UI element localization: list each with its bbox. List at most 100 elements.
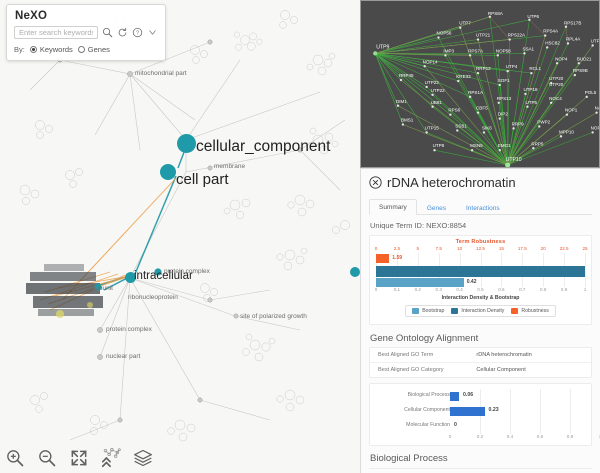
dag-label-protein-complex[interactable]: protein complex (106, 326, 152, 333)
tab-interactions[interactable]: Interactions (465, 205, 500, 212)
gene-node-label[interactable]: RPS22A (508, 33, 526, 38)
zoom-in-icon[interactable] (4, 447, 26, 469)
search-input[interactable] (14, 26, 98, 39)
gene-node-label[interactable]: UTP5 (525, 100, 537, 105)
dag-label-cellular-component[interactable]: cellular_component (196, 138, 331, 155)
tab-genes[interactable]: Genes (426, 205, 446, 212)
dag-toolbar[interactable] (4, 447, 154, 469)
gene-node-label[interactable]: UTP7 (459, 21, 471, 26)
gene-node-label[interactable]: PWP2 (537, 120, 550, 125)
gene-node-label[interactable]: UTP10 (506, 157, 522, 163)
gene-node-label[interactable]: NOC4 (549, 96, 562, 101)
gene-node-label[interactable]: UTP13 (591, 39, 599, 44)
gene-node-label[interactable]: UTP4 (506, 64, 518, 69)
gene-node-label[interactable]: UTP8 (433, 143, 445, 148)
collapse-icon[interactable] (100, 447, 122, 469)
gene-node-label[interactable]: NAN1 (595, 106, 599, 111)
refresh-icon[interactable] (116, 27, 128, 39)
gene-node-label[interactable]: RCL1 (529, 66, 541, 71)
gene-node-label[interactable]: DIP2 (498, 112, 509, 117)
gene-node-label[interactable]: UTP22 (425, 80, 440, 85)
gene-node-label[interactable]: RPS6 (448, 108, 460, 113)
gene-node-label[interactable]: RPS4A (543, 29, 559, 34)
dag-label-site-of-polarized-growth[interactable]: site of polarized growth (240, 313, 307, 320)
gene-node-label[interactable]: SSB1 (455, 123, 467, 128)
gene-node-label[interactable]: UTP22 (431, 88, 446, 93)
gene-node-label[interactable]: RPS8A (488, 11, 504, 16)
gene-node-label[interactable]: NOP58 (496, 48, 511, 53)
gene-node-label[interactable]: MPP10 (559, 129, 574, 134)
radio-keywords-indicator[interactable] (29, 46, 37, 53)
gene-node-label[interactable]: NOP56 (437, 31, 452, 36)
gene-node-label[interactable]: RRP12 (476, 66, 491, 71)
gene-node-label[interactable]: SIK6 (482, 125, 492, 130)
legend-item[interactable]: Interaction Density (451, 308, 504, 314)
dag-label-intracellular[interactable]: intracellular (134, 270, 193, 282)
legend-item[interactable]: Robustness (511, 308, 549, 314)
dag-label-nuclear-part[interactable]: nuclear part (106, 353, 141, 360)
dag-label-protein-complex-2[interactable]: protein complex (164, 268, 210, 275)
gene-node-label[interactable]: SOF1 (498, 78, 510, 83)
gene-node-label[interactable]: POL5 (585, 90, 597, 95)
dag-label-mitochondrial-part[interactable]: mitochondrial part (135, 70, 187, 77)
dag-node-cellular-component[interactable] (177, 134, 196, 153)
gene-network-canvas[interactable]: RPS8A UTP6 UTP7 RPS17B NOP56 UTP21 RPS22A RPS4A… (361, 1, 599, 167)
gene-node-label[interactable]: NOP6 (591, 125, 599, 130)
gene-node-label[interactable]: BMS1 (401, 118, 414, 123)
term-summary-panel[interactable]: rDNA heterochromatin Summary Genes Inter… (360, 168, 600, 473)
gene-node-label[interactable]: UTP15 (425, 125, 440, 130)
gene-node-label[interactable]: NOP14 (423, 59, 438, 64)
gene-node-label[interactable]: NOP1 (565, 108, 578, 113)
gene-node-label[interactable]: HSC82 (545, 40, 560, 45)
gene-node-label[interactable]: NOP4 (555, 56, 568, 61)
gene-node-label[interactable]: IMP3 (443, 48, 454, 53)
gene-node-label[interactable]: UTP18 (523, 87, 538, 92)
chart-plot-area: 1.59 0.42 (376, 253, 586, 287)
gene-node-label[interactable]: UB81 (431, 100, 443, 105)
radio-genes-indicator[interactable] (77, 46, 85, 53)
gene-node-label[interactable]: SSA1 (522, 46, 534, 51)
close-icon[interactable] (369, 176, 382, 189)
gene-node-label[interactable]: RPL4A (566, 37, 581, 42)
gene-node-label[interactable]: RPS13 (497, 96, 512, 101)
fit-to-screen-icon[interactable] (68, 447, 90, 469)
gene-node-label[interactable]: BUD21 (577, 56, 592, 61)
gene-node-label[interactable]: MSN5 (470, 143, 483, 148)
zoom-out-icon[interactable] (36, 447, 58, 469)
dag-label-membrane[interactable]: membrane (214, 163, 246, 170)
gene-interaction-network-panel[interactable]: RPS8A UTP6 UTP7 RPS17B NOP56 UTP21 RPS22A RPS4A… (360, 0, 600, 168)
dag-canvas[interactable] (0, 0, 360, 473)
tab-bar[interactable]: Summary Genes Interactions (369, 198, 592, 215)
ontology-dag-panel[interactable]: cellular_component cell part intracellul… (0, 0, 360, 473)
gene-node-label[interactable]: UTP21 (476, 33, 491, 38)
gene-node-label[interactable]: CBF5 (476, 106, 488, 111)
dag-node-intracellular[interactable] (125, 272, 136, 283)
search-icon[interactable] (101, 27, 113, 39)
gene-node-label[interactable]: UTP9 (376, 44, 389, 50)
gene-node-label[interactable]: EMG1 (498, 143, 511, 148)
dag-label-ribosomal-subunit[interactable]: ribosomal subunit (62, 285, 113, 292)
gene-node-label[interactable]: KRE33 (456, 74, 471, 79)
gene-node-label[interactable]: RRP45 (399, 73, 414, 78)
legend-item[interactable]: Bootstrap (412, 308, 444, 314)
dag-label-cell-part[interactable]: cell part (176, 171, 229, 188)
gene-node-label[interactable]: UTP20 (549, 76, 564, 81)
layers-icon[interactable] (132, 447, 154, 469)
search-panel[interactable]: NeXO ? By: Keywor (6, 4, 166, 61)
radio-option-keywords[interactable]: Keywords (29, 45, 73, 54)
radio-option-genes[interactable]: Genes (77, 45, 110, 54)
dag-node-cell-part[interactable] (160, 164, 176, 180)
gene-node-label[interactable]: UTP6 (527, 14, 539, 19)
gene-node-label[interactable]: RPS17B (564, 21, 581, 26)
gene-node-label[interactable]: RPS9B (573, 68, 588, 73)
gene-node-label[interactable]: RPS7A (468, 48, 484, 53)
chevron-down-icon[interactable] (146, 27, 158, 39)
gene-node-label[interactable]: DIM1 (396, 99, 407, 104)
help-icon[interactable]: ? (131, 27, 143, 39)
gene-node-label[interactable]: UTP20 (549, 82, 564, 87)
gene-node-label[interactable]: RRP5 (531, 141, 544, 146)
tab-summary[interactable]: Summary (369, 199, 417, 215)
gene-node-label[interactable]: RPS1A (468, 90, 484, 95)
gene-node-label[interactable]: RRP9 (512, 122, 525, 127)
dag-label-ribonucleoprotein[interactable]: ribonucleoprotein (128, 294, 178, 301)
